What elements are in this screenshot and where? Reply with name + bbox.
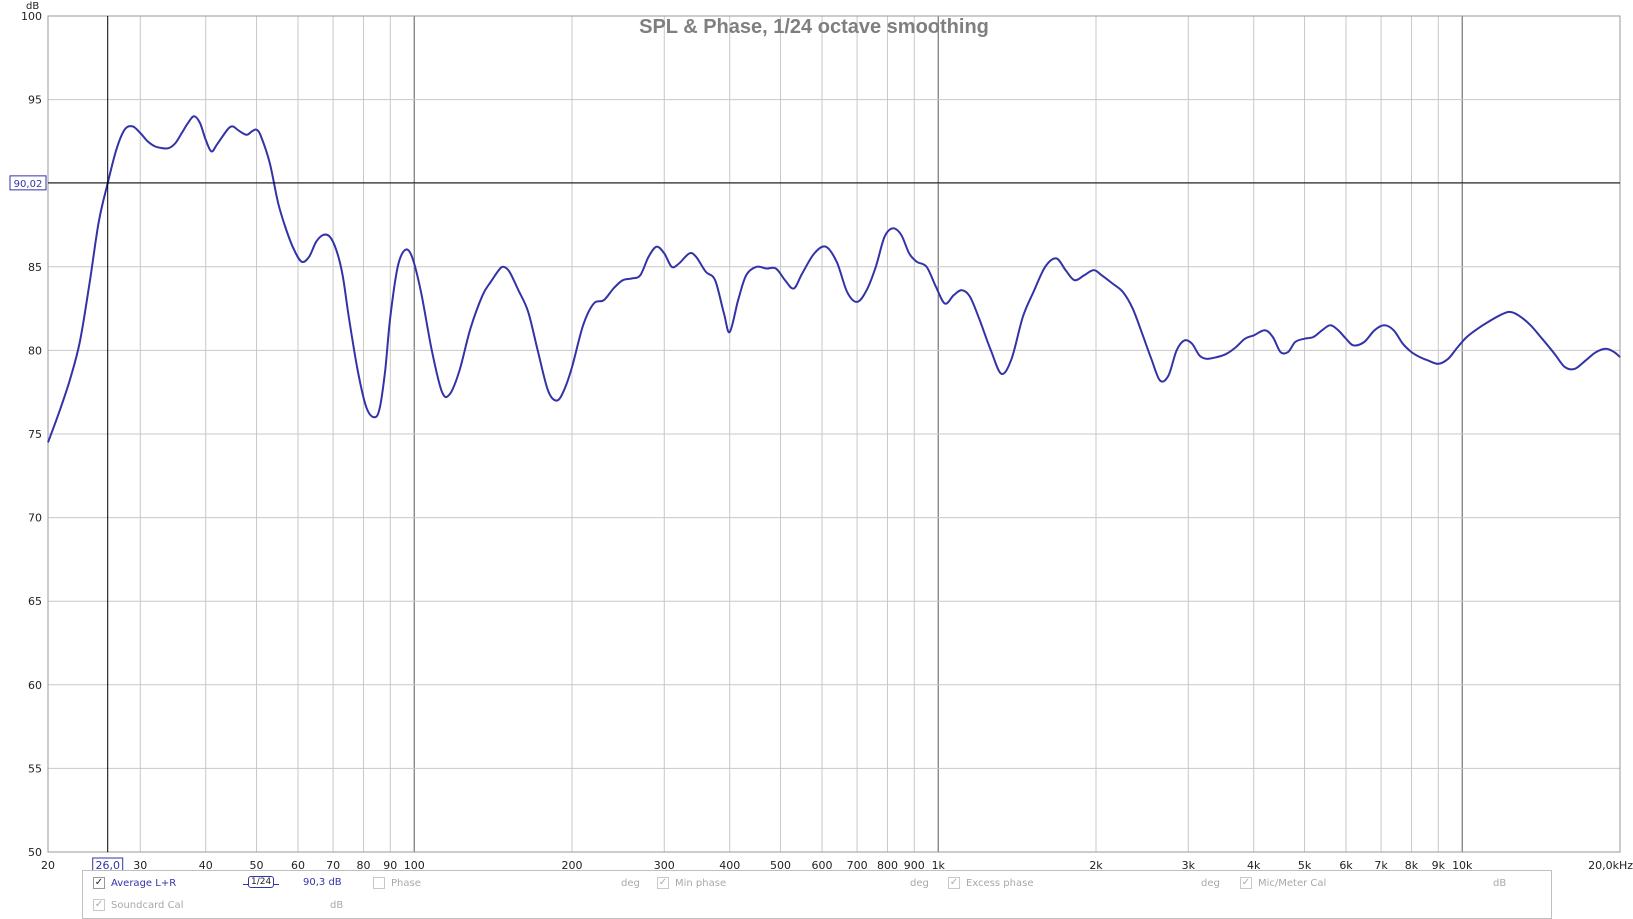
cursor-y-readout: 90,02	[14, 179, 43, 190]
legend-item-phase[interactable]: Phase	[373, 877, 421, 889]
legend-item-min-phase[interactable]: ✓ Min phase	[657, 877, 726, 889]
x-tick-label: 9k	[1432, 859, 1446, 872]
x-tick-label: 1k	[932, 859, 946, 872]
x-tick-label: 600	[812, 859, 833, 872]
x-tick-label: 10k	[1452, 859, 1473, 872]
legend-panel: ✓ Average L+R 1/24 90,3 dB Phase deg ✓ M…	[82, 870, 1552, 919]
y-tick-label: 95	[28, 94, 42, 107]
legend-value-average-lr: 90,3 dB	[303, 877, 342, 888]
series-line-average-lr[interactable]	[47, 115, 1621, 443]
checkbox-min-phase[interactable]: ✓	[657, 877, 669, 889]
y-tick-label: 55	[28, 762, 42, 775]
legend-unit-phase: deg	[621, 878, 640, 889]
y-axis-ticks: 50556065707580859095100	[21, 10, 42, 859]
legend-item-average-lr[interactable]: ✓ Average L+R	[93, 877, 176, 889]
legend-item-soundcard-cal[interactable]: ✓ Soundcard Cal	[93, 899, 183, 911]
x-tick-label: 70	[326, 859, 340, 872]
x-tick-label: 700	[847, 859, 868, 872]
y-tick-label: 60	[28, 679, 42, 692]
x-tick-label: 5k	[1298, 859, 1312, 872]
legend-unit-excess-phase: deg	[1201, 878, 1220, 889]
checkbox-soundcard-cal[interactable]: ✓	[93, 899, 105, 911]
x-tick-label: 2k	[1089, 859, 1103, 872]
y-tick-label: 50	[28, 846, 42, 859]
cursor-x-readout: 26,0	[95, 859, 120, 872]
legend-label-mic-meter-cal: Mic/Meter Cal	[1258, 877, 1327, 889]
x-tick-label: 30	[133, 859, 147, 872]
legend-unit-min-phase: deg	[910, 878, 929, 889]
smoothing-badge[interactable]: 1/24	[248, 876, 275, 888]
legend-item-mic-meter-cal[interactable]: ✓ Mic/Meter Cal	[1240, 877, 1326, 889]
x-tick-label: 4k	[1247, 859, 1261, 872]
legend-label-excess-phase: Excess phase	[966, 877, 1034, 889]
legend-label-soundcard-cal: Soundcard Cal	[111, 899, 184, 911]
x-tick-label: 40	[199, 859, 213, 872]
x-tick-label: 8k	[1405, 859, 1419, 872]
plot-frame	[47, 15, 1621, 853]
x-tick-label: 500	[770, 859, 791, 872]
legend-unit-soundcard-cal: dB	[330, 900, 344, 911]
x-tick-label: 900	[904, 859, 925, 872]
legend-label-phase: Phase	[391, 877, 421, 889]
y-tick-label: 80	[28, 344, 42, 357]
x-tick-label: 300	[654, 859, 675, 872]
x-tick-label: 20,0kHz	[1588, 859, 1633, 872]
chart-title: SPL & Phase, 1/24 octave smoothing	[639, 16, 989, 38]
cursor-y-readout-box	[9, 175, 47, 191]
legend-label-min-phase: Min phase	[675, 877, 727, 889]
x-tick-label: 20	[41, 859, 55, 872]
y-tick-label: 65	[28, 595, 42, 608]
legend-label-average-lr: Average L+R	[111, 877, 177, 889]
cursor[interactable]: 90,02 26,0	[9, 16, 1620, 873]
y-axis-unit-label: dB	[26, 1, 39, 12]
x-tick-label: 800	[877, 859, 898, 872]
x-tick-label: 60	[291, 859, 305, 872]
x-tick-label: 6k	[1339, 859, 1353, 872]
x-tick-label: 50	[250, 859, 264, 872]
checkbox-average-lr[interactable]: ✓	[93, 877, 105, 889]
x-tick-label: 100	[404, 859, 425, 872]
y-tick-label: 70	[28, 512, 42, 525]
checkbox-mic-meter-cal[interactable]: ✓	[1240, 877, 1252, 889]
y-tick-label: 75	[28, 428, 42, 441]
y-tick-label: 100	[21, 10, 42, 23]
x-tick-label: 200	[562, 859, 583, 872]
x-tick-label: 400	[719, 859, 740, 872]
x-tick-label: 3k	[1182, 859, 1196, 872]
x-tick-label: 90	[383, 859, 397, 872]
checkbox-phase[interactable]	[373, 877, 385, 889]
legend-unit-mic-meter-cal: dB	[1493, 878, 1507, 889]
x-tick-label: 80	[356, 859, 370, 872]
x-tick-label: 7k	[1374, 859, 1388, 872]
legend-item-excess-phase[interactable]: ✓ Excess phase	[948, 877, 1034, 889]
y-tick-label: 85	[28, 261, 42, 274]
grid-lines	[47, 15, 1621, 853]
x-axis-ticks: 20 30 40 50 60 70 80 90 100 200 300 400 500 600 700 800…	[41, 859, 1633, 872]
checkbox-excess-phase[interactable]: ✓	[948, 877, 960, 889]
